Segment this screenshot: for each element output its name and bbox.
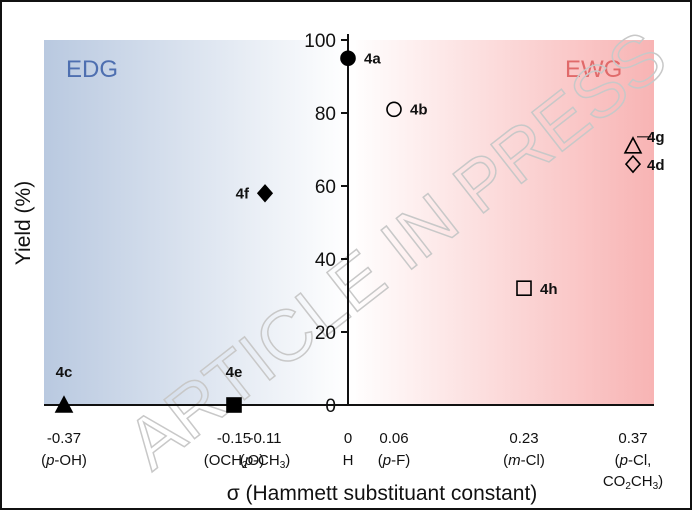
point-label-4e: 4e <box>226 364 243 381</box>
point-4a-marker <box>340 50 356 67</box>
point-4d-marker <box>624 154 642 174</box>
x-tick-label-substituent: (p-CH3) <box>240 452 291 471</box>
x-tick-label-sigma: -0.15 <box>217 430 251 447</box>
x-axis-title: σ (Hammett substituant constant) <box>227 482 538 505</box>
x-tick-label-sigma: 0 <box>344 430 352 447</box>
point-4h-marker <box>516 280 532 297</box>
x-tick-label-sigma: 0.06 <box>379 430 408 447</box>
point-label-4b: 4b <box>410 101 428 118</box>
y-tick-labels: 0 20 40 60 80 100 <box>304 31 348 417</box>
point-4g-marker <box>623 136 643 154</box>
x-tick-label-sigma: -0.11 <box>248 430 281 447</box>
y-axis-title: Yield (%) <box>12 181 35 265</box>
data-points <box>54 50 643 413</box>
y-tick-label: 20 <box>315 323 336 344</box>
x-tick-label-substituent: (m-Cl) <box>503 452 545 469</box>
x-tick-label-sigma: 0.37 <box>618 430 647 447</box>
point-4b-marker <box>386 101 402 118</box>
y-tick-label: 0 <box>325 396 336 417</box>
x-tick-label-substituent: (p-F) <box>378 452 411 469</box>
point-label-4g: 4g <box>647 129 665 146</box>
point-4c-marker <box>54 395 74 413</box>
x-tick-label-substituent: H <box>343 452 354 469</box>
y-tick-label: 40 <box>315 250 336 271</box>
region-label-ewg: EWG <box>565 56 622 83</box>
point-label-4h: 4h <box>540 281 558 298</box>
point-label-4d: 4d <box>647 157 665 174</box>
axes <box>44 34 654 406</box>
x-tick-label-sigma: 0.23 <box>509 430 538 447</box>
point-labels: 4a 4b 4c 4d 4e 4f 4g 4h <box>56 50 665 381</box>
x-category-labels: -0.37 (p-OH) -0.15 (OCH2O) -0.11 (p-CH3) 0 H 0.0… <box>41 430 663 492</box>
y-tick-label: 60 <box>315 177 336 198</box>
y-tick-label: 100 <box>304 31 336 52</box>
region-label-edg: EDG <box>66 56 118 83</box>
point-label-4c: 4c <box>56 364 73 381</box>
x-tick-label-substituent: (p-Cl, <box>615 452 652 469</box>
y-tick-label: 80 <box>315 104 336 125</box>
x-tick-label-substituent-line2: CO2CH3) <box>603 473 663 492</box>
x-tick-label-substituent: (OCH2O) <box>204 452 265 471</box>
point-label-4f: 4f <box>236 185 250 202</box>
point-4e-marker <box>226 397 242 413</box>
x-tick-label-sigma: -0.37 <box>47 430 81 447</box>
point-4f-marker <box>256 184 274 203</box>
x-tick-label-substituent: (p-OH) <box>41 452 87 469</box>
point-label-4a: 4a <box>364 50 381 67</box>
